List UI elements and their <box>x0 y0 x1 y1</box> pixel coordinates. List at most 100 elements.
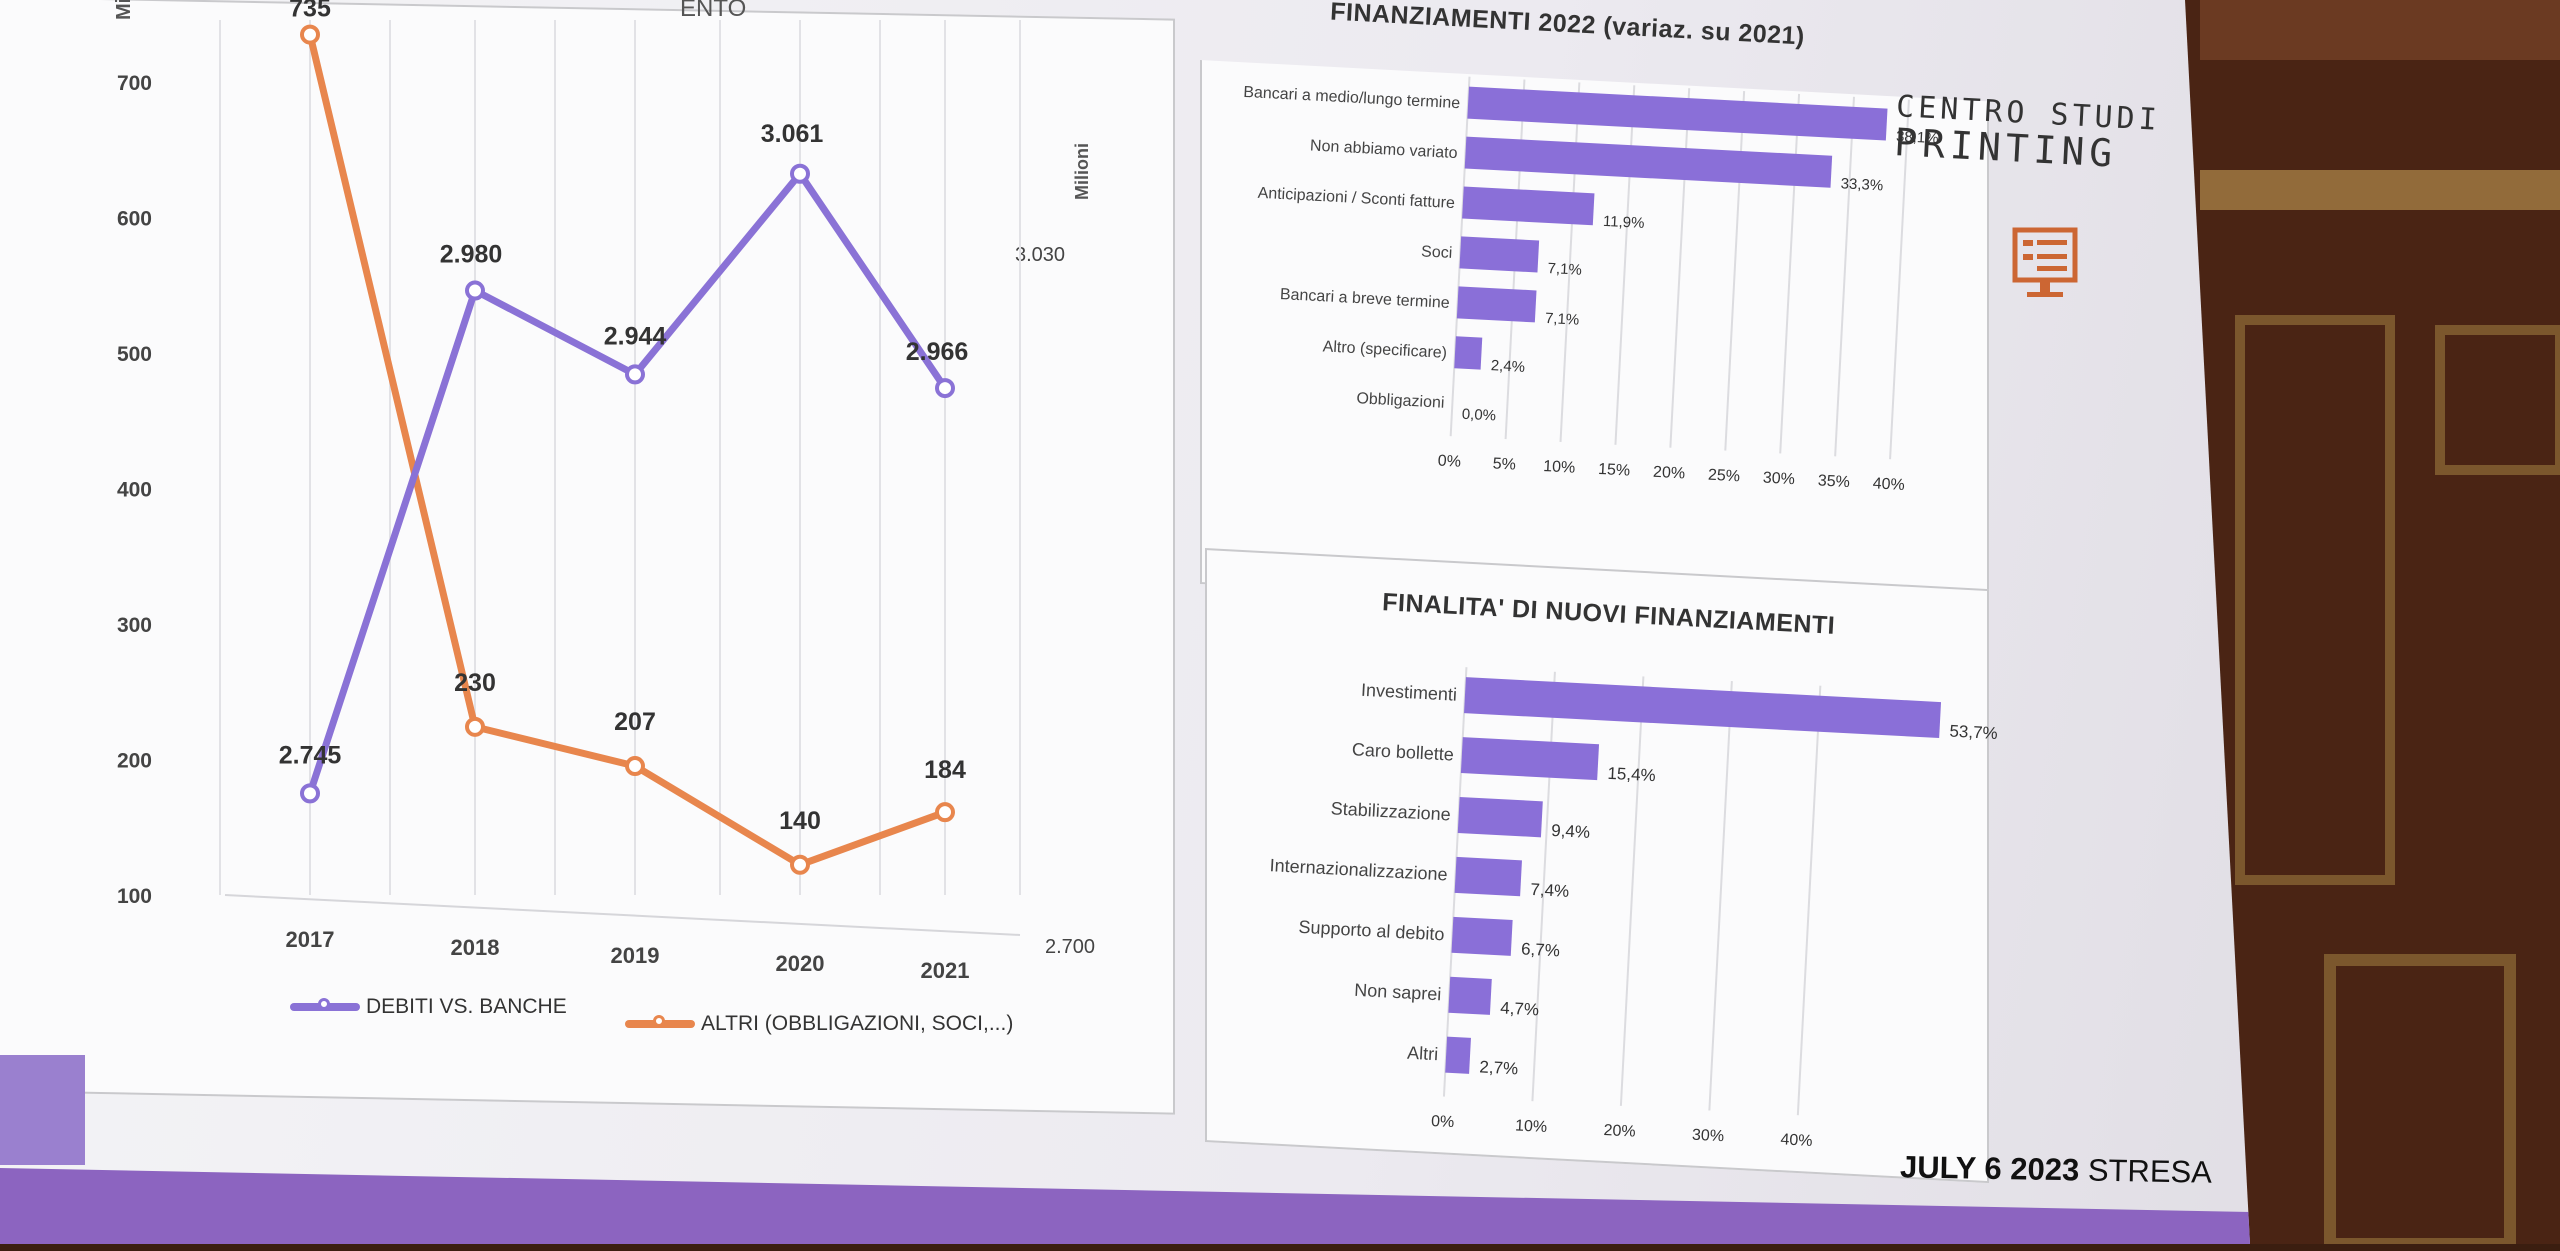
bar-value-label: 53,7% <box>1949 722 1998 743</box>
data-label-altri: 184 <box>924 756 966 784</box>
gridline <box>1834 96 1855 457</box>
checklist-monitor-icon <box>2012 227 2078 297</box>
bar-value-label: 15,4% <box>1607 764 1656 785</box>
x-tick-label: 40% <box>1780 1131 1813 1150</box>
x-tick-label: 10% <box>1543 458 1576 477</box>
gridline <box>1796 685 1822 1116</box>
bar <box>1456 286 1537 323</box>
bar-chart-1: 0% 5% 10% 15% 20% 25% 30% 35% 40% Bancari a medio… <box>1243 76 1939 494</box>
data-label-debiti: 3.061 <box>761 120 824 148</box>
y-tick-label: 100 <box>117 885 152 908</box>
x-tick-label: 25% <box>1708 467 1741 486</box>
category-label: Bancari a breve termine <box>1280 286 1451 312</box>
y-tick-label: 600 <box>117 208 152 231</box>
x-tick-label: 15% <box>1598 461 1631 480</box>
x-axis-line <box>224 894 1021 936</box>
data-point-debiti <box>935 378 955 399</box>
y-tick-label: 400 <box>117 479 152 502</box>
category-label: Internazionalizzazione <box>1269 855 1448 884</box>
gridline <box>1614 85 1636 445</box>
right-axis-tick: 2.700 <box>1045 936 1095 958</box>
centro-studi-printing-logo: CENTRO STUDI PRINTING <box>1893 89 2162 176</box>
bar <box>1454 856 1522 897</box>
bar <box>1460 737 1600 781</box>
x-tick-label: 10% <box>1515 1117 1548 1136</box>
category-label: Obbligazioni <box>1356 390 1445 412</box>
left-axis-unit: Mili <box>113 0 135 20</box>
bar <box>1454 336 1483 370</box>
legend-swatch <box>290 998 360 1011</box>
category-label: Anticipazioni / Sconti fatture <box>1257 185 1455 212</box>
series-line-altri <box>306 33 947 869</box>
x-tick-label: 30% <box>1692 1127 1725 1146</box>
bar <box>1459 236 1540 273</box>
data-point-debiti <box>625 364 645 385</box>
legend-label: ALTRI (OBBLIGAZIONI, SOCI,...) <box>701 1012 1014 1035</box>
right-axis-unit: Milioni <box>1072 143 1092 200</box>
x-tick-label: 40% <box>1872 475 1905 494</box>
data-label-debiti: 2.944 <box>604 322 667 350</box>
bar-value-label: 4,7% <box>1500 998 1540 1019</box>
data-point-debiti <box>300 783 320 804</box>
x-tick-label: 0% <box>1437 453 1461 471</box>
y-tick-label: 700 <box>117 72 152 95</box>
bar <box>1448 976 1492 1015</box>
y-tick-label: 200 <box>117 750 152 773</box>
legend-label: DEBITI VS. BANCHE <box>366 995 567 1018</box>
series-line-debiti <box>306 170 948 795</box>
data-label-altri: 207 <box>614 708 656 736</box>
bar <box>1457 797 1543 838</box>
x-tick-label: 35% <box>1817 472 1850 491</box>
category-label: Altri <box>1407 1043 1439 1065</box>
category-label: Non abbiamo variato <box>1310 137 1458 162</box>
bar <box>1464 136 1833 188</box>
category-label: Stabilizzazione <box>1330 798 1451 824</box>
bar-value-label: 11,9% <box>1603 213 1645 232</box>
x-tick-label: 20% <box>1603 1122 1636 1141</box>
x-tick-label: 30% <box>1762 470 1795 489</box>
category-label: Investimenti <box>1361 680 1458 705</box>
event-footer: JULY 6 2023 STRESA <box>1899 1149 2213 1190</box>
x-tick-label: 0% <box>1431 1113 1455 1131</box>
bar <box>1445 1036 1471 1074</box>
gridline <box>1619 676 1645 1106</box>
gridline <box>1779 93 1801 454</box>
bar-value-label: 2,7% <box>1479 1057 1519 1078</box>
data-point-altri <box>465 716 485 737</box>
gridline <box>1669 88 1691 448</box>
x-tick-label: 2018 <box>451 935 500 960</box>
data-label-altri: 735 <box>289 0 331 23</box>
data-point-altri <box>625 756 645 777</box>
bar-chart-1-title: FINANZIAMENTI 2022 (variaz. su 2021) <box>1329 0 1806 51</box>
bar-value-label: 7,1% <box>1547 260 1582 279</box>
bar <box>1464 677 1942 739</box>
line-chart: ENTO Mili Milioni 3.030 2.700 700 600 500 4… <box>113 0 1095 983</box>
data-label-debiti: 2.980 <box>440 241 503 269</box>
right-axis-tick: 3.030 <box>1015 244 1065 266</box>
category-label: Altro (specificare) <box>1322 338 1447 361</box>
y-tick-label: 300 <box>117 614 152 637</box>
category-label: Non saprei <box>1354 980 1442 1005</box>
bar-value-label: 2,4% <box>1490 357 1525 376</box>
bar <box>1462 186 1595 226</box>
data-label-debiti: 2.745 <box>279 741 342 769</box>
x-tick-label: 20% <box>1653 464 1686 483</box>
gridline <box>1889 99 1910 460</box>
category-label: Caro bollette <box>1351 739 1454 764</box>
bar-value-label: 6,7% <box>1521 939 1561 960</box>
slide-accent-band-left <box>0 1055 85 1165</box>
left-chart-title-fragment: ENTO <box>680 0 746 22</box>
category-label: Supporto al debito <box>1298 917 1445 945</box>
data-label-altri: 140 <box>779 807 821 835</box>
bar-value-label: 7,4% <box>1530 880 1570 901</box>
gridline <box>1559 82 1581 442</box>
category-label: Soci <box>1421 243 1453 262</box>
y-tick-label: 500 <box>117 343 152 366</box>
bar <box>1467 86 1888 141</box>
data-label-debiti: 2.966 <box>906 338 969 366</box>
x-tick-label: 2021 <box>921 958 970 983</box>
bar-value-label: 9,4% <box>1551 821 1591 842</box>
legend-item: ALTRI (OBBLIGAZIONI, SOCI,...) <box>625 1012 1013 1036</box>
data-point-altri <box>300 24 320 45</box>
